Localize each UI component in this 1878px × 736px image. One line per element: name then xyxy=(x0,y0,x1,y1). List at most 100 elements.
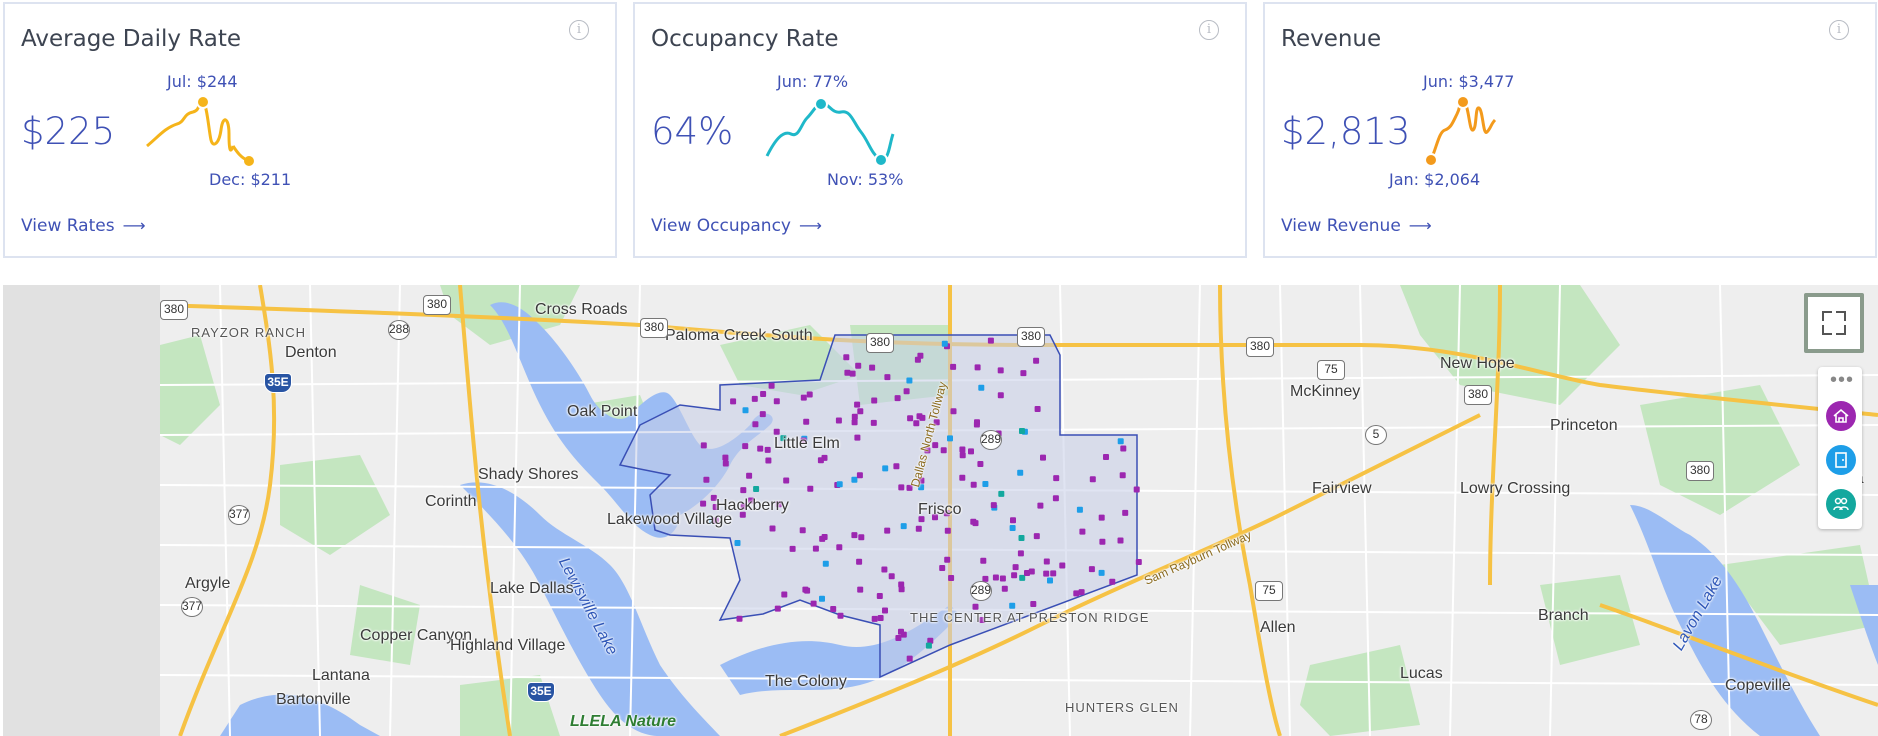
listing-marker[interactable] xyxy=(882,465,889,472)
listing-marker[interactable] xyxy=(769,525,776,532)
listing-marker[interactable] xyxy=(819,535,826,542)
listing-marker[interactable] xyxy=(1117,537,1124,544)
view-rates-link[interactable]: View Rates ⟶ xyxy=(21,216,146,236)
listing-marker[interactable] xyxy=(950,363,957,370)
listing-marker[interactable] xyxy=(877,615,884,621)
listing-marker[interactable] xyxy=(1019,428,1025,434)
listing-marker[interactable] xyxy=(974,364,981,371)
listing-marker[interactable] xyxy=(712,517,719,524)
listing-marker[interactable] xyxy=(924,447,931,454)
listing-marker[interactable] xyxy=(851,532,858,539)
listing-marker[interactable] xyxy=(746,472,753,479)
listing-marker[interactable] xyxy=(973,421,980,428)
listing-marker[interactable] xyxy=(739,511,746,518)
listing-marker[interactable] xyxy=(1024,570,1030,576)
listing-marker[interactable] xyxy=(857,408,864,415)
listing-marker[interactable] xyxy=(999,575,1006,582)
listing-marker[interactable] xyxy=(1079,528,1086,535)
listing-marker[interactable] xyxy=(1033,357,1040,364)
listing-marker[interactable] xyxy=(757,445,764,452)
listing-marker[interactable] xyxy=(959,452,966,459)
listing-marker[interactable] xyxy=(1099,538,1106,545)
listing-marker[interactable] xyxy=(1019,574,1026,581)
listing-marker[interactable] xyxy=(855,362,862,369)
listing-marker[interactable] xyxy=(1073,590,1080,597)
listing-marker[interactable] xyxy=(740,487,747,494)
listing-marker[interactable] xyxy=(1034,406,1041,412)
listing-marker[interactable] xyxy=(1119,472,1126,479)
listing-marker[interactable] xyxy=(857,586,864,593)
listing-marker[interactable] xyxy=(1018,535,1025,541)
listing-marker[interactable] xyxy=(837,612,844,619)
listing-marker[interactable] xyxy=(918,484,925,491)
listing-marker[interactable] xyxy=(836,481,843,488)
listing-marker[interactable] xyxy=(764,446,771,453)
listing-marker[interactable] xyxy=(941,340,948,347)
listing-marker[interactable] xyxy=(768,382,775,389)
listing-marker[interactable] xyxy=(997,392,1004,399)
listing-marker[interactable] xyxy=(703,476,710,483)
listing-marker[interactable] xyxy=(933,419,940,426)
listing-marker[interactable] xyxy=(1001,585,1008,592)
listing-marker[interactable] xyxy=(806,391,813,398)
listing-marker[interactable] xyxy=(869,364,876,371)
listing-marker[interactable] xyxy=(918,477,925,484)
listing-marker[interactable] xyxy=(851,476,858,483)
listing-marker[interactable] xyxy=(893,463,900,470)
listing-marker[interactable] xyxy=(774,605,781,612)
listing-markers[interactable] xyxy=(700,337,1142,662)
people-layer-icon[interactable] xyxy=(1826,489,1856,519)
listing-marker[interactable] xyxy=(710,494,717,501)
listing-marker[interactable] xyxy=(944,556,951,563)
door-layer-icon[interactable] xyxy=(1826,445,1856,475)
listing-marker[interactable] xyxy=(849,370,856,377)
listing-marker[interactable] xyxy=(1043,558,1050,565)
listing-marker[interactable] xyxy=(858,534,865,541)
listing-marker[interactable] xyxy=(783,477,790,484)
home-layer-icon[interactable] xyxy=(1826,401,1856,431)
listing-marker[interactable] xyxy=(1033,533,1040,540)
listing-marker[interactable] xyxy=(1053,475,1060,482)
listing-marker[interactable] xyxy=(851,413,858,420)
listing-marker[interactable] xyxy=(781,591,788,598)
listing-marker[interactable] xyxy=(1088,566,1095,573)
listing-marker[interactable] xyxy=(898,586,905,593)
listing-marker[interactable] xyxy=(968,448,974,455)
listing-marker[interactable] xyxy=(915,525,922,532)
info-icon[interactable]: i xyxy=(1199,20,1219,40)
listing-marker[interactable] xyxy=(884,374,891,381)
listing-marker[interactable] xyxy=(854,401,861,408)
listing-marker[interactable] xyxy=(898,484,905,491)
view-occupancy-link[interactable]: View Occupancy ⟶ xyxy=(651,216,822,236)
listing-marker[interactable] xyxy=(907,415,914,422)
listing-marker[interactable] xyxy=(1017,469,1024,476)
listing-marker[interactable] xyxy=(932,442,939,449)
listing-marker[interactable] xyxy=(753,486,760,492)
listing-marker[interactable] xyxy=(913,420,920,427)
market-boundary[interactable] xyxy=(618,334,1138,679)
listing-marker[interactable] xyxy=(1059,562,1066,569)
listing-marker[interactable] xyxy=(1009,525,1016,531)
listing-marker[interactable] xyxy=(982,481,989,487)
listing-marker[interactable] xyxy=(734,540,741,546)
listing-marker[interactable] xyxy=(881,566,888,573)
listing-marker[interactable] xyxy=(898,628,904,635)
listing-marker[interactable] xyxy=(1117,438,1124,445)
listing-marker[interactable] xyxy=(1122,509,1129,516)
listing-marker[interactable] xyxy=(1009,602,1016,609)
listing-marker[interactable] xyxy=(959,474,966,481)
listing-marker[interactable] xyxy=(736,615,743,622)
listing-marker[interactable] xyxy=(1089,476,1096,483)
listing-marker[interactable] xyxy=(819,595,825,602)
listing-marker[interactable] xyxy=(843,354,850,361)
listing-marker[interactable] xyxy=(1103,454,1109,460)
listing-marker[interactable] xyxy=(884,527,891,534)
listing-marker[interactable] xyxy=(760,391,767,397)
listing-marker[interactable] xyxy=(1043,570,1050,577)
listing-marker[interactable] xyxy=(998,490,1005,497)
listing-marker[interactable] xyxy=(700,500,707,507)
listing-marker[interactable] xyxy=(836,544,843,551)
map-canvas[interactable] xyxy=(160,285,1878,736)
listing-marker[interactable] xyxy=(1078,589,1085,596)
listing-marker[interactable] xyxy=(730,398,737,405)
